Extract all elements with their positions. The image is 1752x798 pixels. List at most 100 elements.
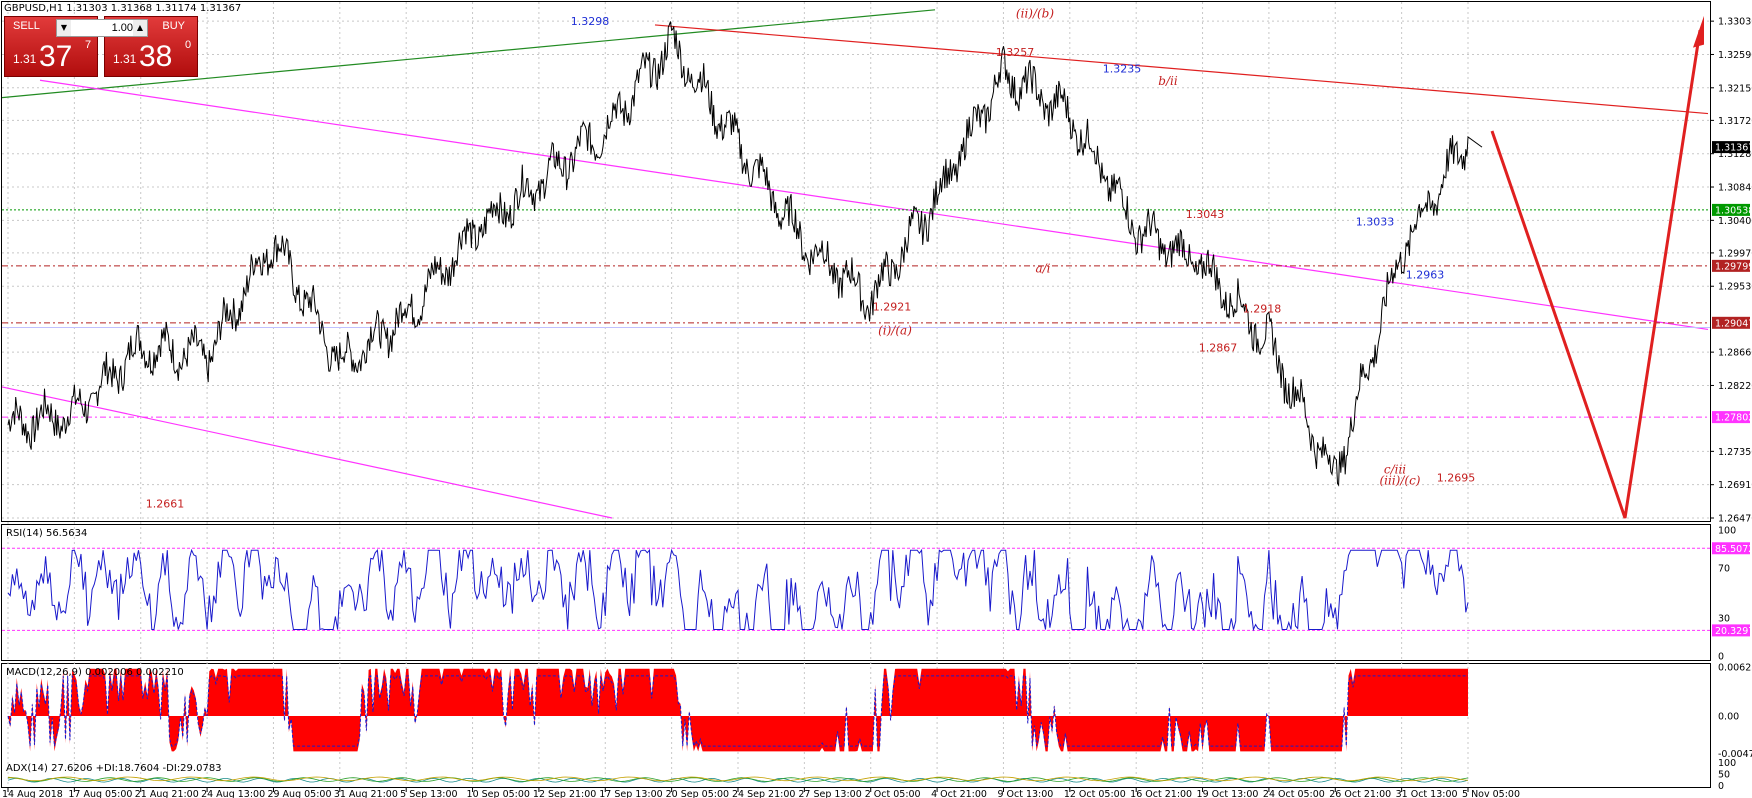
price-tag-label: 1.29047	[1715, 318, 1752, 329]
wave-annotation: 1.2921	[873, 300, 912, 313]
time-tick-label: 17 Sep 13:00	[599, 789, 662, 798]
price-pane	[1, 1, 1711, 522]
buy-price-fraction: 0	[185, 39, 192, 51]
rsi-tag	[1712, 624, 1750, 637]
adx-line	[7, 777, 1469, 783]
price-tick-label: 1.31280	[1718, 149, 1752, 160]
lot-size-input[interactable]	[71, 20, 133, 36]
forecast-arrow	[1490, 15, 1704, 519]
rsi-tag-label: 20.3297	[1715, 626, 1752, 637]
macd-axis-label: 0.006231	[1718, 663, 1752, 674]
price-tag	[1712, 141, 1750, 154]
macd-signal-line	[7, 674, 1468, 748]
time-tick-label: 19 Oct 13:00	[1197, 789, 1259, 798]
time-tick-label: 24 Sep 21:00	[732, 789, 795, 798]
adx-axis-label: 50	[1718, 770, 1730, 781]
wave-annotation: 1.2695	[1437, 472, 1476, 485]
macd-indicator: 0.006231 0.00 -0.004744	[7, 663, 1752, 760]
wave-annotation: 1.2918	[1243, 303, 1282, 316]
time-tick-label: 16 Oct 21:00	[1130, 789, 1192, 798]
wave-annotations: 1.3298 (ii)/(b) 1.3257 1.3235 b/ii 1.3043 1.30…	[146, 6, 1476, 510]
rsi-axis-label: 0	[1718, 652, 1724, 663]
time-tick-label: 21 Aug 21:00	[135, 789, 199, 798]
wave-annotation: (ii)/(b)	[1016, 6, 1054, 20]
time-tick-label: 17 Aug 05:00	[68, 789, 132, 798]
time-tick-label: 31 Oct 13:00	[1396, 789, 1458, 798]
time-tick-label: 24 Aug 13:00	[201, 789, 265, 798]
sell-button[interactable]: SELL 1.31 37 7	[4, 16, 98, 77]
time-tick-label: 5 Nov 05:00	[1462, 789, 1520, 798]
rsi-indicator: 85.5072 20.3297 100 70 30 0	[2, 526, 1752, 663]
sell-price-fraction: 7	[85, 39, 92, 51]
macd-axis-label: -0.004744	[1718, 749, 1752, 760]
price-tag-label: 1.29799	[1715, 261, 1752, 272]
forecast-zigzag	[1490, 30, 1702, 519]
wave-annotation: (iii)/(c)	[1379, 474, 1420, 488]
price-tick-label: 1.26910	[1718, 480, 1752, 491]
wave-annotation: b/ii	[1158, 74, 1178, 88]
time-tick-label: 10 Sep 05:00	[467, 789, 530, 798]
rsi-tag	[1712, 542, 1750, 555]
time-tick-label: 9 Oct 13:00	[997, 789, 1053, 798]
time-axis: 14 Aug 2018 17 Aug 05:00 21 Aug 21:00 24 Au…	[2, 788, 1520, 798]
magenta-channel-lower	[1, 386, 613, 519]
price-tick-label: 1.30400	[1718, 216, 1752, 227]
adx-line	[7, 776, 1469, 782]
price-tick-label: 1.32590	[1718, 50, 1752, 61]
adx-line	[7, 777, 1469, 782]
wave-annotation: c/iii	[1384, 462, 1406, 476]
price-tag	[1712, 411, 1750, 424]
rsi-axis-label: 100	[1718, 526, 1736, 537]
price-tick-label: 1.28220	[1718, 381, 1752, 392]
rsi-axis-label: 30	[1718, 614, 1730, 625]
time-tick-label: 12 Oct 05:00	[1064, 789, 1126, 798]
buy-price-prefix: 1.31	[113, 52, 137, 66]
sell-price-prefix: 1.31	[13, 52, 37, 66]
price-tick-label: 1.29530	[1718, 282, 1752, 293]
wave-annotation: (i)/(a)	[878, 324, 912, 338]
price-tag	[1712, 316, 1750, 329]
time-tick-label: 27 Sep 13:00	[798, 789, 861, 798]
price-tick-label: 1.33030	[1718, 17, 1752, 28]
price-tag-label: 1.27802	[1715, 413, 1752, 424]
time-tick-label: 4 Oct 21:00	[931, 789, 987, 798]
adx-axis-label: 100	[1718, 758, 1736, 769]
price-tick-label: 1.32150	[1718, 83, 1752, 94]
time-tick-label: 14 Aug 2018	[2, 789, 63, 798]
time-tick-label: 2 Oct 05:00	[865, 789, 921, 798]
wave-annotation: 1.3257	[996, 46, 1035, 59]
buy-button[interactable]: BUY 1.31 38 0	[104, 16, 198, 77]
wave-annotation: 1.2661	[146, 497, 185, 510]
symbol-header: GBPUSD,H1 1.31303 1.31368 1.31174 1.3136…	[4, 3, 241, 14]
one-click-trading-panel: SELL 1.31 37 7 BUY 1.31 38 0 ▼ ▲	[4, 16, 200, 77]
green-trend-line	[1, 9, 936, 99]
rsi-axis-label: 70	[1718, 563, 1730, 574]
macd-histogram	[8, 668, 1468, 752]
wave-annotation: 1.2963	[1406, 269, 1445, 282]
lot-decrease-icon[interactable]: ▼	[57, 20, 71, 36]
buy-label: BUY	[162, 20, 185, 32]
macd-axis-label: 0.00	[1718, 712, 1739, 723]
adx-title: ADX(14) 27.6206 +DI:18.7604 -DI:29.0783	[6, 763, 222, 774]
time-tick-label: 24 Oct 05:00	[1263, 789, 1325, 798]
rsi-pane	[1, 524, 1711, 661]
rsi-tag-label: 85.5072	[1715, 544, 1752, 555]
time-tick-label: 31 Aug 21:00	[334, 789, 398, 798]
price-tick-label: 1.28660	[1718, 348, 1752, 359]
buy-price-pips: 38	[139, 40, 173, 73]
macd-title: MACD(12,26,9) 0.002006 0.002210	[6, 667, 184, 678]
price-tag	[1712, 259, 1750, 272]
horizontal-levels	[2, 209, 1710, 418]
price-tick-label: 1.30840	[1718, 183, 1752, 194]
lot-size-control: ▼ ▲	[56, 19, 148, 37]
sell-label: SELL	[13, 20, 40, 32]
price-tag-label: 1.31367	[1715, 143, 1752, 154]
grid	[2, 2, 1710, 787]
lot-increase-icon[interactable]: ▲	[133, 20, 147, 36]
wave-annotation: 1.3043	[1186, 208, 1225, 221]
price-tick-label: 1.26470	[1718, 514, 1752, 525]
rsi-line	[7, 548, 1469, 632]
forecast-arrowhead	[1693, 15, 1704, 48]
time-tick-label: 12 Sep 21:00	[533, 789, 596, 798]
